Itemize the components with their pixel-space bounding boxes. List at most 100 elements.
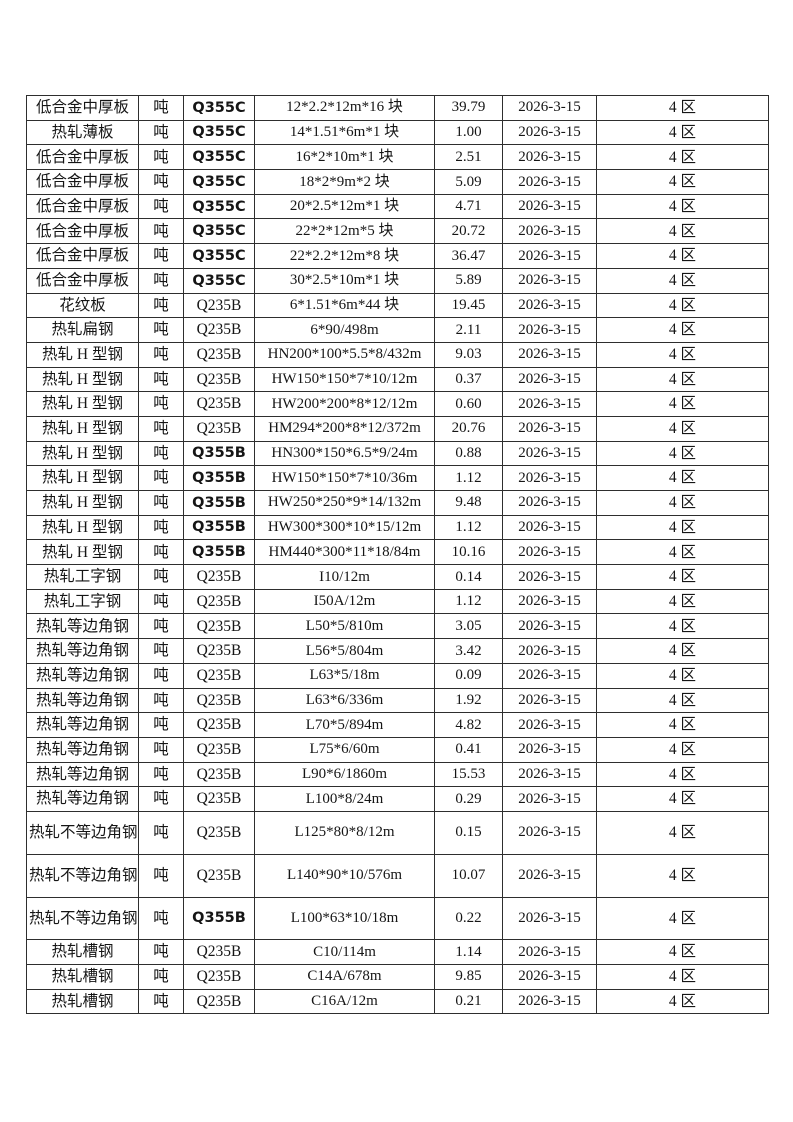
- cell-zone: 4 区: [596, 896, 769, 941]
- cell-product: 热轧 H 型钢: [26, 514, 139, 541]
- cell-grade: Q235B: [183, 292, 255, 319]
- cell-spec: 18*2*9m*2 块: [254, 169, 435, 195]
- cell-spec: HW250*250*9*14/132m: [254, 490, 435, 516]
- table-row: 花纹板吨 Q235B 6*1.51*6m*44 块 19.45 2026-3-15 4 区: [26, 292, 769, 319]
- cell-grade: Q235B: [183, 341, 255, 368]
- cell-product: 热轧不等边角钢: [26, 810, 139, 855]
- cell-qty: 0.41: [434, 736, 503, 763]
- cell-grade: Q355C: [183, 119, 255, 146]
- cell-date: 2026-3-15: [502, 218, 597, 245]
- cell-unit: 吨: [138, 939, 184, 966]
- cell-zone: 4 区: [596, 317, 769, 343]
- cell-spec: HW200*200*8*12/12m: [254, 391, 435, 417]
- table-row: 热轧 H 型钢吨 Q235B HW150*150*7*10/12m 0.37 2026-…: [26, 366, 769, 393]
- cell-unit: 吨: [138, 144, 184, 171]
- cell-unit: 吨: [138, 243, 184, 269]
- table-row: 热轧槽钢吨 Q235B C14A/678m 9.85 2026-3-15 4 区: [26, 964, 769, 990]
- cell-spec: HN200*100*5.5*8/432m: [254, 341, 435, 368]
- cell-spec: L75*6/60m: [254, 736, 435, 763]
- cell-grade: Q235B: [183, 964, 255, 990]
- cell-grade: Q355B: [183, 490, 255, 516]
- cell-date: 2026-3-15: [502, 588, 597, 615]
- cell-zone: 4 区: [596, 712, 769, 738]
- cell-grade: Q355B: [183, 896, 255, 941]
- cell-grade: Q355B: [183, 514, 255, 541]
- cell-spec: 16*2*10m*1 块: [254, 144, 435, 171]
- cell-zone: 4 区: [596, 613, 769, 640]
- cell-qty: 0.29: [434, 786, 503, 812]
- cell-spec: HM440*300*11*18/84m: [254, 539, 435, 566]
- cell-unit: 吨: [138, 853, 184, 898]
- cell-spec: 22*2.2*12m*8 块: [254, 243, 435, 269]
- cell-date: 2026-3-15: [502, 317, 597, 343]
- cell-qty: 20.76: [434, 415, 503, 442]
- cell-product: 热轧薄板: [26, 119, 139, 146]
- cell-zone: 4 区: [596, 391, 769, 417]
- cell-date: 2026-3-15: [502, 169, 597, 195]
- cell-date: 2026-3-15: [502, 193, 597, 220]
- cell-spec: 12*2.2*12m*16 块: [254, 95, 435, 121]
- cell-unit: 吨: [138, 964, 184, 990]
- table-row: 热轧扁钢吨 Q235B 6*90/498m 2.11 2026-3-15 4 区: [26, 317, 769, 343]
- cell-spec: L125*80*8/12m: [254, 810, 435, 855]
- cell-zone: 4 区: [596, 95, 769, 121]
- cell-date: 2026-3-15: [502, 119, 597, 146]
- cell-spec: 30*2.5*10m*1 块: [254, 267, 435, 294]
- cell-spec: L100*63*10/18m: [254, 896, 435, 941]
- cell-date: 2026-3-15: [502, 761, 597, 788]
- cell-qty: 0.09: [434, 662, 503, 689]
- cell-zone: 4 区: [596, 119, 769, 146]
- cell-grade: Q235B: [183, 939, 255, 966]
- cell-product: 低合金中厚板: [26, 218, 139, 245]
- cell-product: 热轧等边角钢: [26, 712, 139, 738]
- cell-product: 热轧扁钢: [26, 317, 139, 343]
- cell-unit: 吨: [138, 341, 184, 368]
- cell-date: 2026-3-15: [502, 144, 597, 171]
- cell-spec: L70*5/894m: [254, 712, 435, 738]
- cell-grade: Q355C: [183, 267, 255, 294]
- cell-qty: 9.85: [434, 964, 503, 990]
- cell-qty: 15.53: [434, 761, 503, 788]
- cell-grade: Q235B: [183, 391, 255, 417]
- cell-spec: HW150*150*7*10/12m: [254, 366, 435, 393]
- cell-qty: 3.42: [434, 638, 503, 664]
- cell-date: 2026-3-15: [502, 440, 597, 467]
- table-row: 热轧等边角钢吨 Q235B L63*6/336m 1.92 2026-3-15 4 区: [26, 687, 769, 714]
- cell-unit: 吨: [138, 490, 184, 516]
- cell-unit: 吨: [138, 193, 184, 220]
- table-row: 热轧等边角钢吨 Q235B L100*8/24m 0.29 2026-3-15 4 区: [26, 786, 769, 812]
- cell-grade: Q355C: [183, 144, 255, 171]
- table-row: 热轧工字钢吨 Q235B I10/12m 0.14 2026-3-15 4 区: [26, 564, 769, 590]
- cell-product: 花纹板: [26, 292, 139, 319]
- cell-qty: 39.79: [434, 95, 503, 121]
- cell-unit: 吨: [138, 638, 184, 664]
- cell-grade: Q355C: [183, 218, 255, 245]
- cell-date: 2026-3-15: [502, 95, 597, 121]
- cell-zone: 4 区: [596, 366, 769, 393]
- cell-spec: L56*5/804m: [254, 638, 435, 664]
- cell-date: 2026-3-15: [502, 539, 597, 566]
- cell-qty: 10.07: [434, 853, 503, 898]
- cell-unit: 吨: [138, 514, 184, 541]
- cell-grade: Q235B: [183, 662, 255, 689]
- cell-unit: 吨: [138, 119, 184, 146]
- table-row: 热轧 H 型钢吨 Q355B HW250*250*9*14/132m 9.48 2026…: [26, 490, 769, 516]
- cell-grade: Q235B: [183, 613, 255, 640]
- cell-product: 热轧等边角钢: [26, 638, 139, 664]
- cell-grade: Q355B: [183, 440, 255, 467]
- table-row: 热轧槽钢吨 Q235B C16A/12m 0.21 2026-3-15 4 区: [26, 988, 769, 1015]
- cell-qty: 3.05: [434, 613, 503, 640]
- table-row: 热轧 H 型钢吨 Q355B HN300*150*6.5*9/24m 0.88 2026…: [26, 440, 769, 467]
- cell-unit: 吨: [138, 761, 184, 788]
- steel-inventory-table: 低合金中厚板吨 Q355C 12*2.2*12m*16 块 39.79 2026-3-1…: [26, 95, 769, 1015]
- table-row: 热轧 H 型钢吨 Q355B HM440*300*11*18/84m 10.16 202…: [26, 539, 769, 566]
- cell-spec: HM294*200*8*12/372m: [254, 415, 435, 442]
- table-row: 低合金中厚板吨 Q355C 22*2.2*12m*8 块 36.47 2026-3-15…: [26, 243, 769, 269]
- cell-date: 2026-3-15: [502, 292, 597, 319]
- cell-date: 2026-3-15: [502, 415, 597, 442]
- cell-date: 2026-3-15: [502, 896, 597, 941]
- cell-qty: 0.88: [434, 440, 503, 467]
- table-row: 低合金中厚板吨 Q355C 12*2.2*12m*16 块 39.79 2026-3-1…: [26, 95, 769, 121]
- cell-spec: 14*1.51*6m*1 块: [254, 119, 435, 146]
- cell-date: 2026-3-15: [502, 988, 597, 1015]
